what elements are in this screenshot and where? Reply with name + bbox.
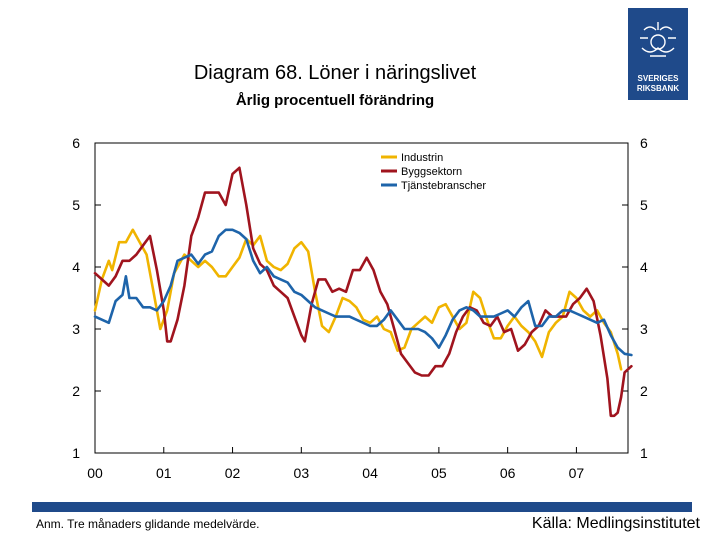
- y-tick-label-left: 4: [72, 259, 80, 275]
- x-tick-label: 03: [294, 465, 310, 481]
- logo-line2: RIKSBANK: [636, 84, 680, 93]
- y-tick-label-right: 4: [640, 259, 648, 275]
- series-line-tj-nstebranscher: [93, 228, 633, 357]
- y-tick-label-right: 1: [640, 445, 648, 461]
- riksbank-crest-icon: [640, 22, 676, 57]
- y-tick-label-left: 5: [72, 197, 80, 213]
- x-tick-label: 01: [156, 465, 172, 481]
- series-line-industrin: [93, 228, 623, 371]
- chart-title: Diagram 68. Löner i näringslivet: [193, 62, 477, 84]
- y-tick-label-left: 3: [72, 321, 80, 337]
- series-line-byggsektorn: [93, 166, 633, 418]
- legend-label: Tjänstebranscher: [401, 180, 486, 192]
- plot-frame: [94, 142, 629, 454]
- x-tick-label: 00: [87, 465, 103, 481]
- x-tick-label: 05: [431, 465, 447, 481]
- y-tick-label-right: 3: [640, 321, 648, 337]
- riksbank-logo: SVERIGES RIKSBANK: [628, 8, 688, 100]
- y-tick-label-left: 1: [72, 445, 80, 461]
- x-tick-label: 07: [569, 465, 585, 481]
- chart-subtitle: Årlig procentuell förändring: [235, 92, 435, 109]
- y-tick-label-right: 5: [640, 197, 648, 213]
- legend-label: Byggsektorn: [401, 166, 462, 178]
- x-tick-label: 02: [225, 465, 241, 481]
- footer-note: Anm. Tre månaders glidande medelvärde.: [36, 517, 260, 531]
- line-chart: 1 1 2 2 3 3 4 4 5 5 6 6 00 01 02 03 04 05 06 07 Industrin Byg…: [72, 135, 648, 481]
- y-tick-label-left: 2: [72, 383, 80, 399]
- y-tick-label-right: 6: [640, 135, 648, 151]
- footer-bar: [32, 502, 692, 512]
- x-tick-label: 04: [362, 465, 378, 481]
- footer-source: Källa: Medlingsinstitutet: [531, 515, 700, 532]
- x-tick-label: 06: [500, 465, 516, 481]
- legend-label: Industrin: [401, 152, 443, 164]
- y-tick-label-left: 6: [72, 135, 80, 151]
- logo-line1: SVERIGES: [637, 74, 679, 83]
- y-tick-label-right: 2: [640, 383, 648, 399]
